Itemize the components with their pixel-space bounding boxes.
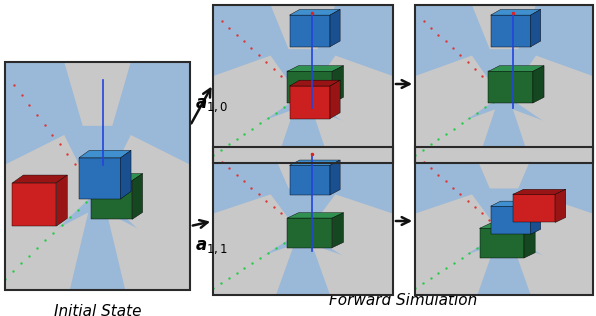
Bar bbox=[213, 147, 393, 295]
Bar bbox=[5, 62, 190, 290]
Polygon shape bbox=[332, 213, 343, 248]
Bar bbox=[290, 86, 330, 118]
Bar bbox=[480, 228, 524, 258]
Bar bbox=[79, 158, 120, 199]
Bar bbox=[513, 194, 555, 222]
Bar bbox=[415, 5, 593, 163]
Polygon shape bbox=[530, 9, 541, 47]
Polygon shape bbox=[513, 189, 566, 194]
Bar bbox=[415, 147, 593, 295]
Polygon shape bbox=[120, 150, 131, 199]
Bar bbox=[213, 5, 393, 163]
Bar bbox=[415, 5, 593, 163]
Polygon shape bbox=[330, 9, 340, 47]
Polygon shape bbox=[508, 194, 593, 288]
Polygon shape bbox=[213, 194, 299, 288]
Polygon shape bbox=[524, 223, 535, 258]
Bar bbox=[290, 165, 330, 195]
Polygon shape bbox=[213, 56, 299, 155]
Polygon shape bbox=[513, 245, 593, 295]
Bar bbox=[489, 71, 533, 103]
Polygon shape bbox=[79, 150, 131, 158]
Bar bbox=[13, 183, 57, 226]
Polygon shape bbox=[271, 5, 336, 49]
Polygon shape bbox=[287, 213, 343, 218]
Polygon shape bbox=[5, 212, 88, 290]
Bar bbox=[415, 147, 593, 295]
Polygon shape bbox=[57, 175, 67, 226]
Polygon shape bbox=[415, 245, 495, 295]
Polygon shape bbox=[107, 212, 190, 290]
Polygon shape bbox=[132, 173, 142, 219]
Polygon shape bbox=[480, 223, 535, 228]
Bar bbox=[491, 15, 530, 47]
Polygon shape bbox=[306, 56, 393, 155]
Polygon shape bbox=[290, 9, 340, 15]
Polygon shape bbox=[330, 160, 340, 195]
Bar bbox=[213, 5, 393, 163]
Text: $\boldsymbol{a}_{1,1}$: $\boldsymbol{a}_{1,1}$ bbox=[195, 238, 228, 256]
Polygon shape bbox=[415, 56, 501, 155]
Bar bbox=[287, 71, 332, 103]
Polygon shape bbox=[530, 201, 541, 234]
Polygon shape bbox=[491, 9, 541, 15]
Polygon shape bbox=[415, 109, 495, 163]
Polygon shape bbox=[415, 194, 501, 288]
Polygon shape bbox=[508, 56, 593, 155]
Polygon shape bbox=[213, 245, 294, 295]
Polygon shape bbox=[533, 66, 544, 103]
Polygon shape bbox=[491, 201, 541, 206]
Polygon shape bbox=[513, 109, 593, 163]
Text: $\boldsymbol{a}_{1,0}$: $\boldsymbol{a}_{1,0}$ bbox=[195, 96, 228, 114]
Polygon shape bbox=[312, 109, 393, 163]
Text: Forward Simulation: Forward Simulation bbox=[329, 293, 477, 308]
Text: Initial State: Initial State bbox=[54, 304, 141, 316]
Polygon shape bbox=[555, 189, 566, 222]
Bar bbox=[287, 218, 332, 248]
Polygon shape bbox=[290, 80, 340, 86]
Bar bbox=[213, 147, 393, 295]
Bar bbox=[290, 15, 330, 47]
Polygon shape bbox=[290, 160, 340, 165]
Bar bbox=[415, 5, 593, 163]
Bar bbox=[213, 5, 393, 163]
Bar bbox=[5, 62, 190, 290]
Bar bbox=[5, 62, 190, 290]
Polygon shape bbox=[64, 62, 131, 126]
Polygon shape bbox=[312, 245, 393, 295]
Polygon shape bbox=[271, 147, 336, 188]
Polygon shape bbox=[332, 66, 343, 103]
Bar bbox=[491, 206, 530, 234]
Polygon shape bbox=[91, 173, 142, 180]
Bar bbox=[415, 147, 593, 295]
Bar bbox=[91, 180, 132, 219]
Polygon shape bbox=[472, 147, 536, 188]
Polygon shape bbox=[306, 194, 393, 288]
Polygon shape bbox=[101, 135, 190, 279]
Polygon shape bbox=[287, 66, 343, 71]
Polygon shape bbox=[330, 80, 340, 118]
Polygon shape bbox=[489, 66, 544, 71]
Polygon shape bbox=[13, 175, 67, 183]
Bar bbox=[213, 147, 393, 295]
Polygon shape bbox=[472, 5, 536, 49]
Polygon shape bbox=[213, 109, 294, 163]
Polygon shape bbox=[5, 135, 94, 279]
